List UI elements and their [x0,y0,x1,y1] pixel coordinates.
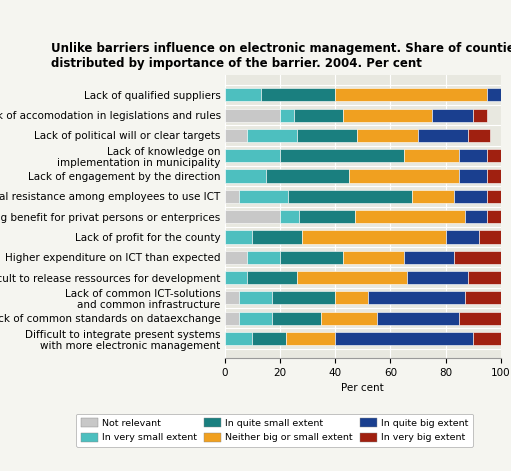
Bar [280,108,294,122]
Bar [404,149,459,162]
Bar [487,170,501,183]
Bar [252,230,302,244]
Bar [239,312,272,325]
Bar [225,291,239,304]
Bar [412,190,454,203]
Bar [280,251,343,264]
X-axis label: Per cent: Per cent [341,383,384,393]
Bar [294,108,343,122]
Bar [247,251,280,264]
Bar [459,170,487,183]
Bar [468,271,501,284]
Bar [247,129,296,142]
Bar [343,108,432,122]
Bar [487,88,501,101]
Bar [357,129,418,142]
Bar [239,190,288,203]
Bar [377,312,459,325]
Bar [349,170,459,183]
Bar [288,190,412,203]
Bar [225,271,247,284]
Bar [225,312,239,325]
Bar [272,312,321,325]
Bar [252,332,286,345]
Bar [239,291,272,304]
Bar [225,170,266,183]
Bar [479,230,501,244]
Bar [225,108,280,122]
Bar [465,291,501,304]
Text: Unlike barriers influence on electronic management. Share of counties
distribute: Unlike barriers influence on electronic … [51,42,511,70]
Bar [225,332,252,345]
Bar [335,88,487,101]
Bar [280,149,404,162]
Bar [296,271,407,284]
Bar [355,210,465,223]
Bar [280,210,299,223]
Bar [321,312,377,325]
Bar [454,190,487,203]
Bar [286,332,335,345]
Bar [225,190,239,203]
Bar [459,312,501,325]
Bar [335,332,473,345]
Bar [432,108,473,122]
Bar [487,190,501,203]
Bar [465,210,487,223]
Bar [473,108,487,122]
Bar [487,149,501,162]
Bar [296,129,357,142]
Bar [225,210,280,223]
Bar [407,271,468,284]
Bar [225,230,252,244]
Bar [225,251,247,264]
Bar [404,251,454,264]
Bar [418,129,468,142]
Bar [225,88,261,101]
Bar [261,88,335,101]
Bar [459,149,487,162]
Bar [446,230,479,244]
Bar [266,170,349,183]
Bar [225,129,247,142]
Bar [302,230,446,244]
Bar [247,271,296,284]
Bar [468,129,490,142]
Bar [487,210,501,223]
Bar [225,149,280,162]
Bar [473,332,501,345]
Bar [454,251,501,264]
Bar [272,291,335,304]
Bar [343,251,404,264]
Bar [299,210,355,223]
Legend: Not relevant, In very small extent, In quite small extent, Neither big or small : Not relevant, In very small extent, In q… [76,414,473,447]
Bar [335,291,368,304]
Bar [368,291,465,304]
